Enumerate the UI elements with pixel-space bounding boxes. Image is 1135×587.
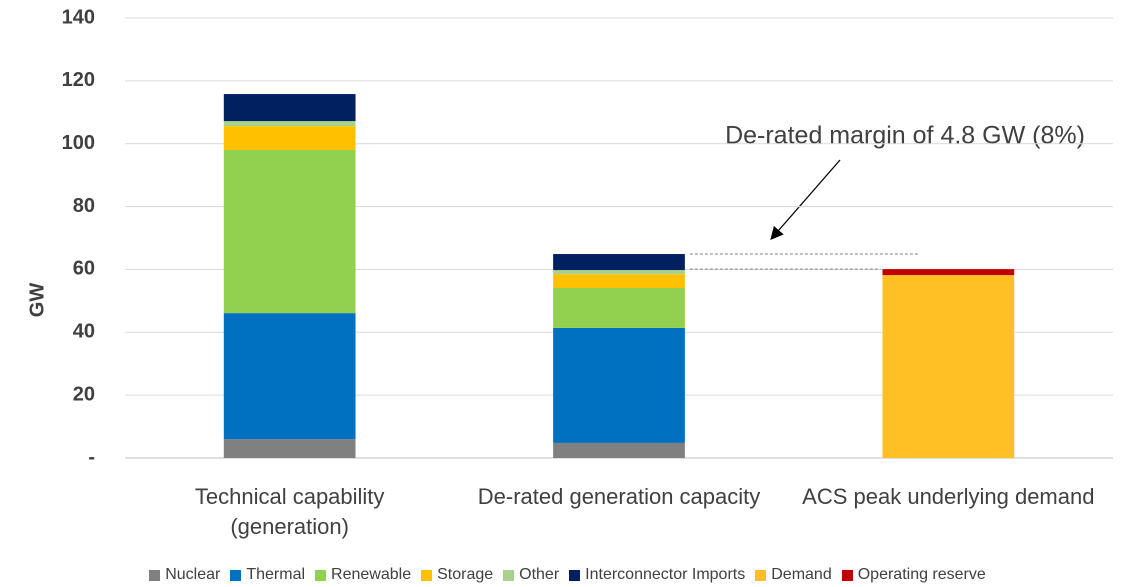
legend-label: Operating reserve <box>857 566 986 583</box>
bar-segment <box>223 121 356 127</box>
y-tick-label: 60 <box>73 258 95 280</box>
legend-label: Interconnector Imports <box>585 566 746 583</box>
legend-item: Thermal <box>230 566 305 584</box>
legend-swatch <box>569 569 581 581</box>
bar-segment <box>553 274 685 288</box>
bar-segment <box>882 269 1015 276</box>
bar-segment <box>553 327 685 443</box>
y-axis-label: GW <box>26 283 48 318</box>
legend-swatch <box>230 569 242 581</box>
y-tick-label: 80 <box>73 195 95 217</box>
x-tick-label: Technical capability (generation) <box>194 484 385 539</box>
bar-segment <box>553 442 685 458</box>
legend-item: Demand <box>755 566 832 584</box>
y-tick-label: - <box>88 446 95 468</box>
bar-segment <box>553 270 685 275</box>
legend-label: Nuclear <box>165 566 221 583</box>
legend-label: Storage <box>437 566 494 583</box>
legend-item: Operating reserve <box>841 566 986 584</box>
bar-segment <box>223 126 356 150</box>
legend-label: Demand <box>771 566 832 583</box>
legend: Nuclear Thermal Renewable Storage Other Inter… <box>0 566 1135 584</box>
legend-swatch <box>149 569 161 581</box>
legend-item: Nuclear <box>149 566 220 584</box>
legend-swatch <box>841 569 853 581</box>
legend-item: Renewable <box>315 566 411 584</box>
legend-label: Other <box>519 566 560 583</box>
legend-item: Interconnector Imports <box>569 566 745 584</box>
bar-segment <box>223 94 356 122</box>
legend-item: Storage <box>421 566 493 584</box>
bar-segment <box>223 313 356 440</box>
x-tick-label: De-rated generation capacity <box>477 484 761 509</box>
bar-segment <box>553 287 685 328</box>
legend-item: Other <box>503 566 559 584</box>
bar-segment <box>223 439 356 458</box>
legend-label: Thermal <box>246 566 306 583</box>
annotation: De-rated margin of 4.8 GW (8%) <box>725 122 1085 150</box>
y-tick-label: 20 <box>73 383 95 405</box>
legend-swatch <box>315 569 327 581</box>
y-tick-label: 40 <box>73 321 95 343</box>
bar-segment <box>223 150 356 314</box>
bar-segment <box>882 275 1015 458</box>
y-tick-label: 140 <box>62 6 95 28</box>
legend-swatch <box>503 569 515 581</box>
annotation-arrow <box>770 159 841 240</box>
y-tick-label: 120 <box>62 69 95 91</box>
y-tick-label: 100 <box>62 132 95 154</box>
legend-swatch <box>755 569 767 581</box>
legend-label: Renewable <box>331 566 412 583</box>
bar-segment <box>553 254 685 271</box>
x-tick-label: ACS peak underlying demand <box>802 484 1095 509</box>
legend-swatch <box>421 569 433 581</box>
